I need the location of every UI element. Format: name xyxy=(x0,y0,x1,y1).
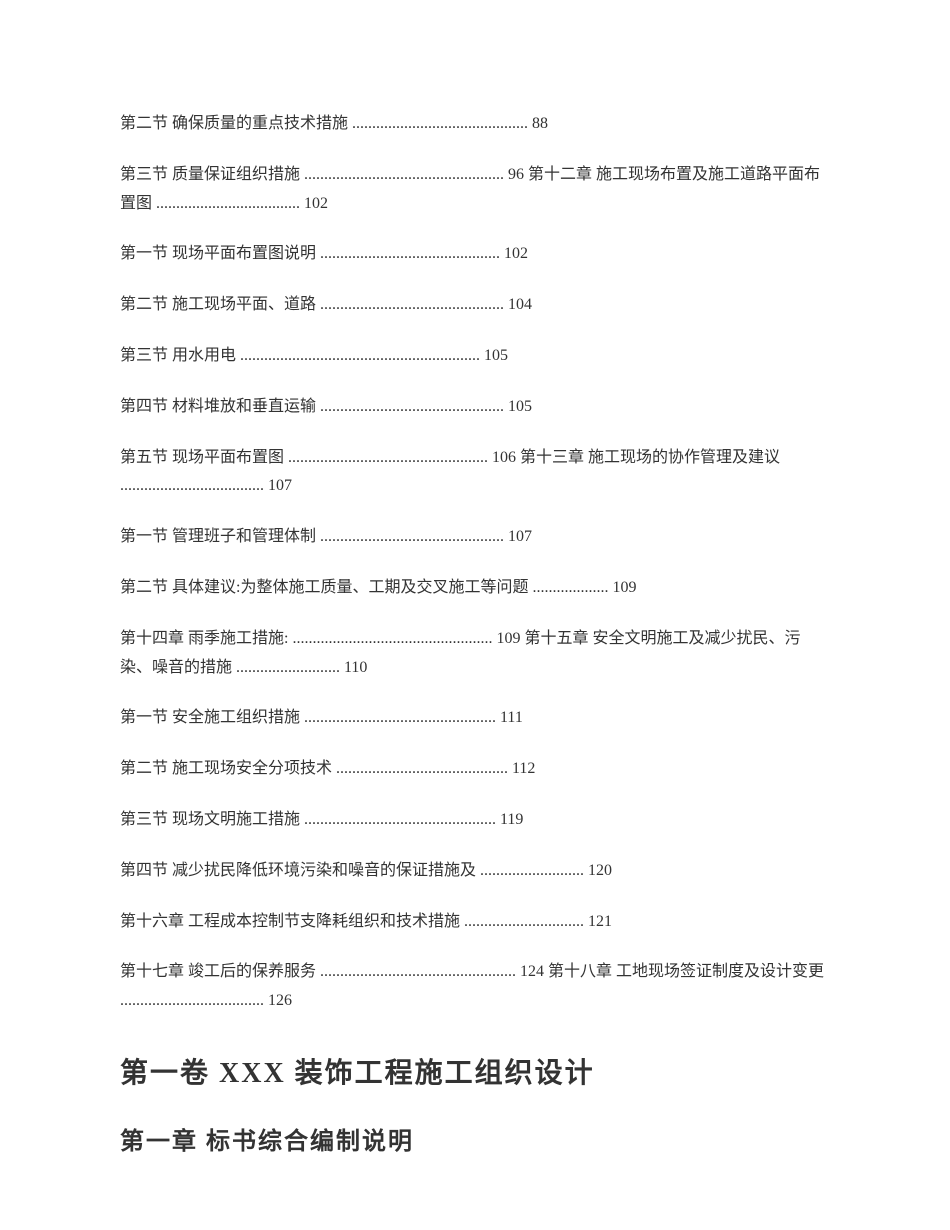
toc-entry: 第十四章 雨季施工措施: ...........................… xyxy=(120,625,830,683)
toc-entry: 第十七章 竣工后的保养服务 ..........................… xyxy=(120,958,830,1016)
toc-entry: 第一节 管理班子和管理体制 ..........................… xyxy=(120,523,830,552)
toc-entry: 第四节 减少扰民降低环境污染和噪音的保证措施及 ................… xyxy=(120,857,830,886)
toc-entry: 第四节 材料堆放和垂直运输 ..........................… xyxy=(120,393,830,422)
toc-entry: 第五节 现场平面布置图 ............................… xyxy=(120,444,830,502)
toc-entry: 第十六章 工程成本控制节支降耗组织和技术措施 .................… xyxy=(120,908,830,937)
toc-entry: 第二节 施工现场安全分项技术 .........................… xyxy=(120,755,830,784)
toc-entry: 第三节 现场文明施工措施 ...........................… xyxy=(120,806,830,835)
toc-entry: 第一节 现场平面布置图说明 ..........................… xyxy=(120,240,830,269)
toc-entry: 第三节 质量保证组织措施 ...........................… xyxy=(120,161,830,219)
toc-entry: 第三节 用水用电 ...............................… xyxy=(120,342,830,371)
toc-container: 第二节 确保质量的重点技术措施 ........................… xyxy=(120,110,830,1016)
chapter-title: 第一章 标书综合编制说明 xyxy=(120,1121,830,1156)
toc-entry: 第一节 安全施工组织措施 ...........................… xyxy=(120,704,830,733)
toc-entry: 第二节 施工现场平面、道路 ..........................… xyxy=(120,291,830,320)
toc-entry: 第二节 确保质量的重点技术措施 ........................… xyxy=(120,110,830,139)
toc-entry: 第二节 具体建议:为整体施工质量、工期及交叉施工等问题 ............… xyxy=(120,574,830,603)
volume-title: 第一卷 XXX 装饰工程施工组织设计 xyxy=(120,1051,830,1091)
